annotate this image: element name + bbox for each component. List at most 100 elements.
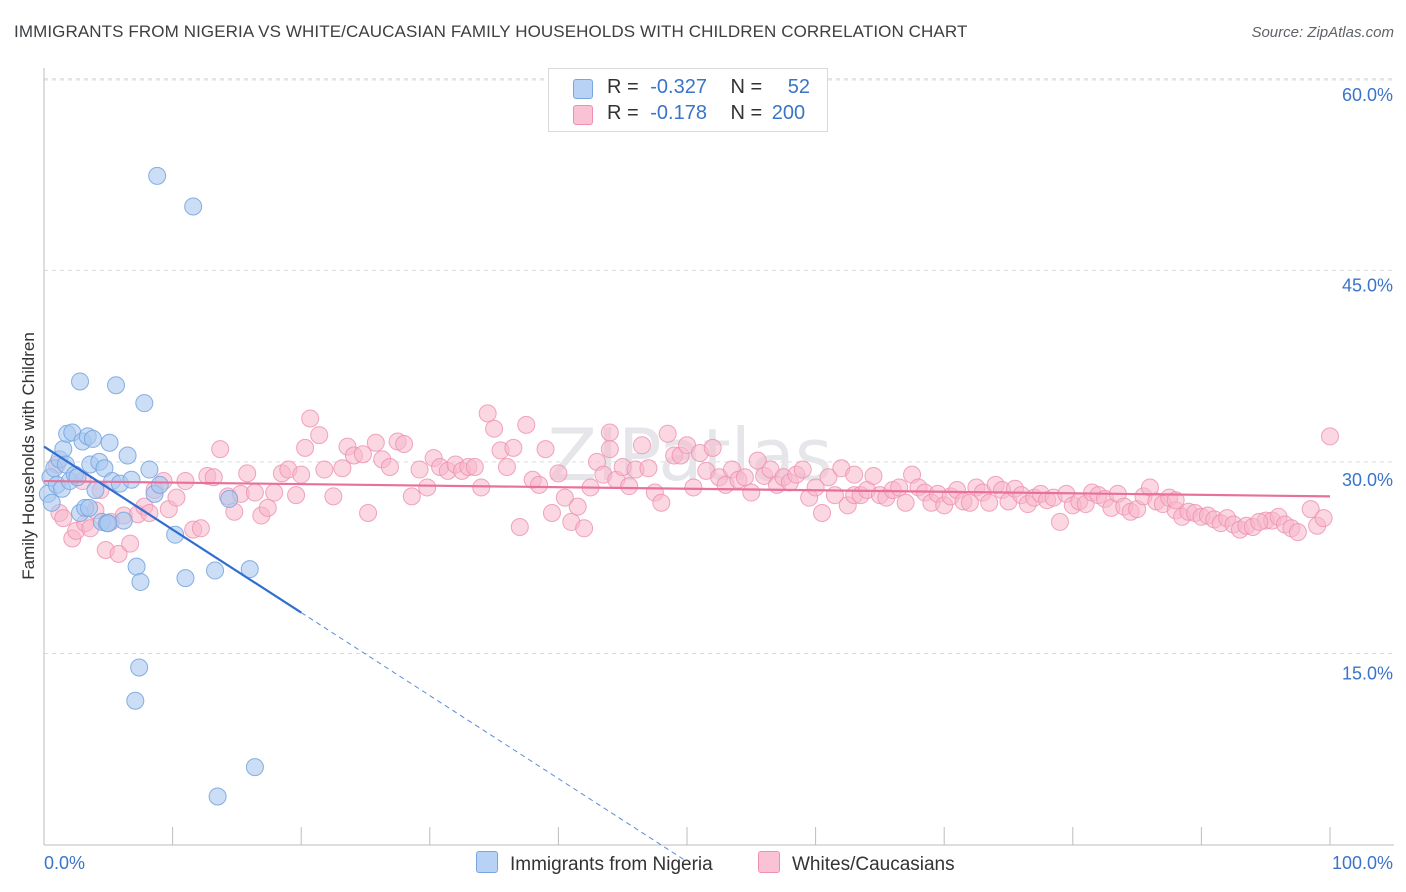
- whites-point: [542, 503, 561, 522]
- whites-point: [1288, 523, 1307, 542]
- whites-point: [353, 445, 372, 464]
- tick-labels: 15.0% 30.0% 45.0% 60.0% 0.0% 100.0%: [44, 85, 1393, 873]
- whites-point: [167, 488, 186, 507]
- whites-point: [620, 477, 639, 496]
- whites-point: [265, 483, 284, 502]
- nigeria-point: [176, 569, 195, 588]
- nigeria-point: [166, 525, 185, 544]
- whites-point: [980, 493, 999, 512]
- whites-point: [359, 503, 378, 522]
- whites-point: [896, 493, 915, 512]
- whites-point: [536, 440, 555, 459]
- whites-point: [191, 519, 210, 538]
- whites-point: [575, 519, 594, 538]
- whites-point: [204, 468, 223, 487]
- whites-legend-label: Whites/Caucasians: [792, 854, 955, 875]
- nigeria-point: [114, 511, 133, 530]
- whites-point: [639, 459, 658, 478]
- whites-point: [1321, 427, 1339, 446]
- whites-point: [292, 465, 311, 484]
- nigeria-trend-line: [43, 445, 302, 614]
- whites-point: [478, 404, 497, 423]
- n-label: N =: [730, 76, 763, 98]
- whites-point: [315, 460, 334, 479]
- whites-point: [1250, 512, 1269, 531]
- whites-point: [211, 440, 230, 459]
- legend-text-whites: R = -0.178 N = 200: [607, 102, 805, 125]
- whites-point: [813, 503, 832, 522]
- whites-point: [600, 423, 619, 442]
- nigeria-point: [150, 475, 169, 494]
- whites-point: [333, 459, 352, 478]
- axes: [43, 68, 1394, 846]
- nigeria-point: [42, 493, 61, 512]
- whites-point: [819, 468, 838, 487]
- whites-point: [1050, 512, 1069, 531]
- whites-point: [324, 487, 343, 506]
- nigeria-point: [220, 489, 239, 508]
- whites-point: [549, 464, 568, 483]
- nigeria-point: [240, 560, 259, 579]
- nigeria-point: [127, 557, 146, 576]
- whites-point: [287, 486, 306, 505]
- nigeria-point: [184, 197, 203, 216]
- nigeria-point: [140, 460, 159, 479]
- nigeria-legend-swatch: [476, 851, 498, 873]
- whites-point: [176, 472, 195, 491]
- nigeria-point: [208, 787, 227, 806]
- whites-point: [890, 478, 909, 497]
- nigeria-point: [83, 429, 102, 448]
- y-tick-label: 60.0%: [1342, 85, 1393, 105]
- nigeria-point: [80, 498, 99, 517]
- y-tick-label: 15.0%: [1342, 663, 1393, 683]
- whites-point: [109, 544, 128, 563]
- r-label: R =: [607, 102, 639, 124]
- whites-point: [296, 438, 315, 457]
- nigeria-point: [206, 561, 225, 580]
- whites-point: [121, 534, 140, 553]
- nigeria-point: [135, 394, 154, 413]
- whites-point: [1314, 509, 1333, 528]
- whites-point: [742, 483, 761, 502]
- whites-legend-swatch: [758, 851, 780, 873]
- whites-point: [684, 478, 703, 497]
- y-tick-label: 45.0%: [1342, 275, 1393, 295]
- whites-point: [497, 458, 516, 477]
- nigeria-point: [148, 166, 167, 185]
- nigeria-point: [122, 470, 141, 489]
- nigeria-trend-extension: [300, 612, 688, 863]
- whites-point: [703, 438, 722, 457]
- whites-swatch: [573, 105, 593, 125]
- nigeria-point: [131, 572, 150, 591]
- legend-item-whites: Whites/Caucasians: [758, 851, 955, 876]
- source-label: Source: ZipAtlas.com: [1251, 24, 1394, 41]
- whites-point: [1301, 500, 1320, 519]
- whites-point: [864, 466, 883, 485]
- whites-point: [238, 464, 257, 483]
- whites-point: [748, 451, 767, 470]
- whites-point: [806, 478, 825, 497]
- nigeria-legend-label: Immigrants from Nigeria: [510, 854, 713, 875]
- nigeria-point: [107, 376, 126, 395]
- nigeria-point: [99, 514, 118, 533]
- nigeria-point: [130, 658, 149, 677]
- nigeria-point: [126, 691, 145, 710]
- n-value: 52: [787, 76, 811, 98]
- whites-point: [960, 493, 979, 512]
- nigeria-point: [100, 433, 119, 452]
- n-value: 200: [771, 102, 806, 124]
- whites-point: [395, 435, 414, 454]
- chart-title: IMMIGRANTS FROM NIGERIA VS WHITE/CAUCASI…: [14, 22, 968, 41]
- nigeria-swatch: [573, 79, 593, 99]
- nigeria-point: [71, 372, 90, 391]
- whites-point: [658, 424, 677, 443]
- r-value: -0.178: [650, 102, 707, 124]
- whites-point: [310, 426, 329, 445]
- whites-point: [1166, 491, 1185, 510]
- whites-point: [652, 493, 671, 512]
- nigeria-point: [245, 758, 264, 777]
- whites-point: [380, 458, 399, 477]
- r-label: R =: [607, 76, 639, 98]
- whites-point: [366, 433, 385, 452]
- whites-point: [301, 409, 320, 428]
